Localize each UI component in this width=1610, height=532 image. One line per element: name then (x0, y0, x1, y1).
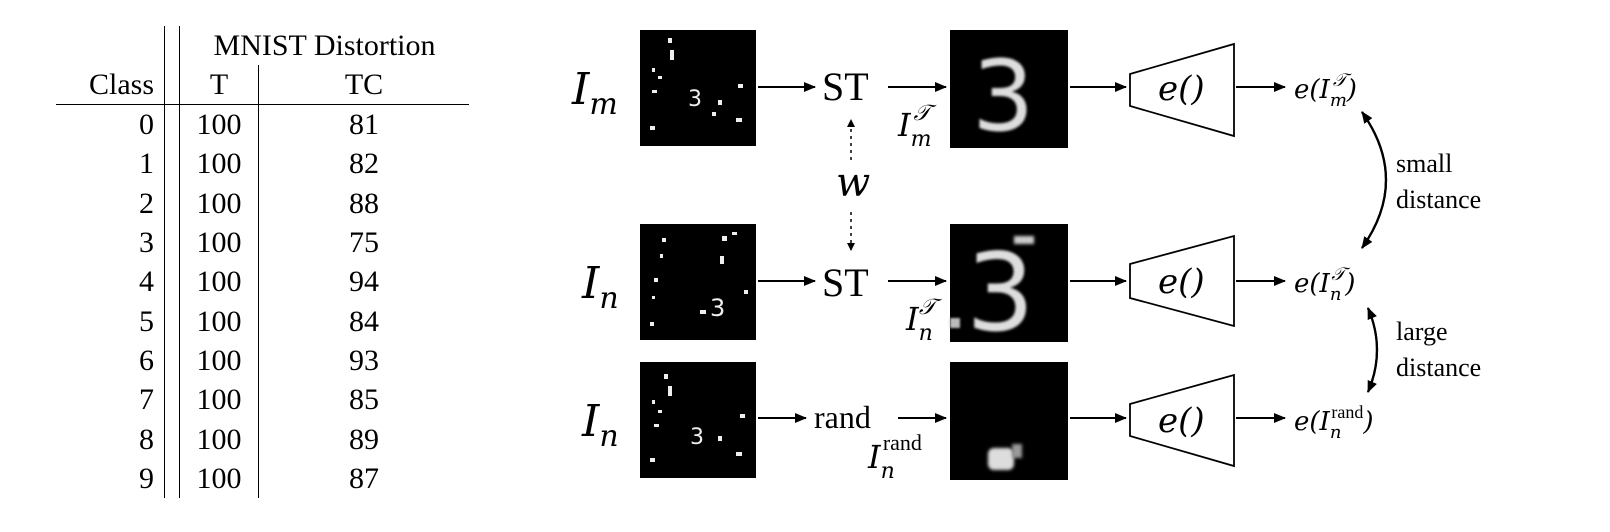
encoder-label-1: e() (1158, 69, 1205, 109)
cell-class: 9 (139, 461, 154, 495)
large-distance-arrow (1366, 307, 1379, 393)
encoder-label-3: e() (1158, 401, 1205, 441)
op-label-st-n: ST (822, 260, 869, 305)
header-class: Class (56, 65, 165, 105)
inter-label-n: In𝒯 (905, 295, 943, 346)
svg-text:3: 3 (688, 87, 702, 112)
large-distance-label-2: distance (1396, 353, 1481, 382)
table-row: 2 100 88 (56, 183, 469, 223)
results-table-panel: MNIST Distortion Class T TC 0 100 81 1 100 82… (0, 0, 470, 532)
column-separator (164, 301, 180, 341)
table-header-row: Class T TC (56, 65, 469, 105)
input-image-n: 3 (640, 224, 756, 340)
cell-tc: 85 (258, 380, 469, 420)
cell-tc: 94 (258, 262, 469, 302)
input-label-n-rand: In (581, 396, 619, 454)
cell-t: 100 (196, 265, 242, 299)
cell-class: 2 (139, 186, 154, 220)
table-row: 4 100 94 (56, 262, 469, 302)
cell-t: 100 (196, 147, 242, 181)
cell-tc: 81 (258, 104, 469, 145)
embedding-label-rand: e(Inrand) (1294, 402, 1374, 443)
table-row: 9 100 87 (56, 458, 469, 498)
large-distance-label-1: large (1396, 317, 1448, 346)
cell-class: 8 (139, 422, 154, 456)
weight-label: w (836, 160, 870, 206)
cell-t: 100 (196, 461, 242, 495)
cell-tc: 88 (258, 183, 469, 223)
header-tc: TC (258, 65, 469, 105)
column-separator (164, 262, 180, 302)
svg-text:3: 3 (690, 425, 704, 450)
table-row: 3 100 75 (56, 222, 469, 263)
encoder-label-2: e() (1158, 262, 1205, 302)
cell-tc: 93 (258, 340, 469, 381)
cell-tc: 87 (258, 458, 469, 498)
cell-t: 100 (196, 226, 242, 260)
small-distance-label-1: small (1396, 149, 1452, 178)
table-header-group-row: MNIST Distortion (56, 26, 469, 65)
embedding-label-m: e(Im𝒯) (1294, 70, 1357, 111)
svg-text:3: 3 (972, 40, 1034, 154)
input-label-n: In (581, 258, 619, 316)
cell-tc: 82 (258, 144, 469, 184)
svg-text:3: 3 (966, 231, 1035, 356)
input-image-m: 3 (640, 30, 756, 146)
op-label-st-m: ST (822, 64, 869, 109)
flow-arrows (758, 82, 1387, 423)
encoder-trapezoid (1129, 234, 1235, 328)
column-separator (164, 144, 180, 184)
cell-class: 4 (139, 265, 154, 299)
cell-tc: 89 (258, 419, 469, 459)
cell-class: 1 (139, 147, 154, 181)
table-row: 7 100 85 (56, 380, 469, 420)
cell-class: 7 (139, 383, 154, 417)
column-separator (164, 104, 180, 145)
cell-t: 100 (196, 383, 242, 417)
column-separator (164, 183, 180, 223)
small-distance-arrow (1361, 111, 1387, 249)
column-separator (164, 458, 180, 498)
table-row: 0 100 81 (56, 104, 469, 145)
table-row: 6 100 93 (56, 340, 469, 381)
header-group-label: MNIST Distortion (213, 29, 436, 62)
column-separator (164, 340, 180, 381)
results-table: MNIST Distortion Class T TC 0 100 81 1 100 82… (56, 26, 469, 498)
column-separator (164, 380, 180, 420)
cell-t: 100 (196, 108, 242, 142)
cell-class: 6 (139, 343, 154, 377)
table-row: 1 100 82 (56, 144, 469, 184)
inter-label-rand: Inrand (867, 430, 922, 484)
cell-t: 100 (196, 422, 242, 456)
column-separator (164, 419, 180, 459)
input-image-n-rand: 3 (640, 362, 756, 478)
encoder-trapezoid (1129, 373, 1235, 468)
header-t: T (179, 65, 259, 105)
table-body: 0 100 81 1 100 82 2 100 88 3 100 75 4 100 94 5 100 84 6 100… (56, 104, 469, 498)
column-separator (164, 222, 180, 263)
transformed-image-n: 3 (950, 224, 1068, 356)
cell-t: 100 (196, 186, 242, 220)
cell-tc: 75 (258, 222, 469, 263)
input-label-m: Im (571, 64, 618, 122)
cell-t: 100 (196, 304, 242, 338)
cell-t: 100 (196, 343, 242, 377)
op-label-rand: rand (814, 399, 871, 435)
cell-class: 5 (139, 304, 154, 338)
transformed-image-m: 3 (950, 30, 1068, 154)
encoders (1129, 42, 1235, 468)
cell-class: 0 (139, 108, 154, 142)
cell-class: 3 (139, 226, 154, 260)
table-row: 5 100 84 (56, 301, 469, 341)
encoder-trapezoid (1129, 42, 1235, 138)
svg-text:3: 3 (710, 294, 725, 322)
random-image-n (950, 362, 1068, 480)
table-row: 8 100 89 (56, 419, 469, 459)
inter-label-m: Im𝒯 (897, 101, 938, 152)
cell-tc: 84 (258, 301, 469, 341)
embedding-label-n: e(In𝒯) (1294, 264, 1355, 305)
small-distance-label-2: distance (1396, 185, 1481, 214)
